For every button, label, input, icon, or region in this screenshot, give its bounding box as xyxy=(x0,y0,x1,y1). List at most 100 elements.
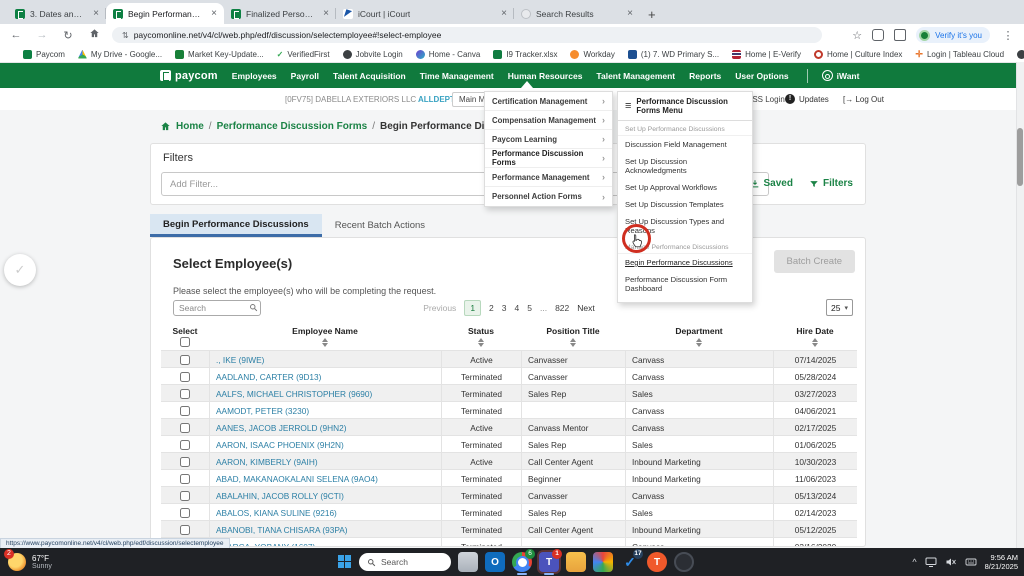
nav-item-human-resources[interactable]: Human Resources xyxy=(507,70,583,81)
home-icon[interactable] xyxy=(160,121,171,132)
updates-link[interactable]: ! Updates xyxy=(785,94,829,104)
menu-performance-discussion-forms[interactable]: Performance Discussion Forms › xyxy=(485,149,612,168)
weather-widget[interactable]: 2 67°F Sunny xyxy=(4,549,52,571)
pagination-page-5[interactable]: 5 xyxy=(527,303,532,313)
pagination-previous[interactable]: Previous xyxy=(423,303,457,313)
nav-item-talent-management[interactable]: Talent Management xyxy=(596,70,676,81)
bookmark-everify[interactable]: Home | E-Verify xyxy=(732,49,801,59)
volume-muted-icon[interactable] xyxy=(945,557,957,567)
tab-begin-performance-discussions[interactable]: Begin Performance Discussions xyxy=(150,214,322,237)
menu-personnel-action-forms[interactable]: Personnel Action Forms › xyxy=(485,187,612,206)
home-button[interactable] xyxy=(86,28,102,42)
menu-paycom-learning[interactable]: Paycom Learning › xyxy=(485,130,612,149)
bookmark-canva[interactable]: Home - Canva xyxy=(415,49,480,59)
pagination-page-1[interactable]: 1 xyxy=(464,300,482,316)
row-checkbox[interactable] xyxy=(180,439,190,450)
orange-t-app-icon[interactable]: T xyxy=(647,552,667,572)
tab-close-icon[interactable]: × xyxy=(627,8,633,19)
tab-close-icon[interactable]: × xyxy=(323,8,329,19)
row-checkbox[interactable] xyxy=(180,371,190,382)
employee-link[interactable]: ABALAHIN, JACOB ROLLY (9CTI) xyxy=(209,487,441,504)
nav-item-iwant[interactable]: iWant xyxy=(821,70,859,81)
submenu-discussion-field-management[interactable]: Discussion Field Management xyxy=(625,140,727,149)
pagination-page-3[interactable]: 3 xyxy=(501,303,507,313)
ess-login-link[interactable]: ESS Login xyxy=(747,94,785,104)
submenu-pdf-dashboard[interactable]: Performance Discussion Form Dashboard xyxy=(625,275,728,293)
taskbar-clock[interactable]: 9:56 AM 8/21/2025 xyxy=(985,553,1018,571)
browser-tab-dates-hr[interactable]: 3. Dates and HR × xyxy=(8,3,106,24)
forward-button[interactable]: → xyxy=(36,29,48,41)
nav-item-reports[interactable]: Reports xyxy=(689,70,722,81)
scrollbar-thumb[interactable] xyxy=(1017,128,1023,186)
bookmark-canvass-onboarding[interactable]: Canvass Onboarding xyxy=(1017,49,1024,59)
submenu-begin-performance-discussions[interactable]: Begin Performance Discussions xyxy=(625,258,733,267)
bookmark-drive[interactable]: My Drive - Google... xyxy=(77,49,162,59)
bookmark-tableau[interactable]: ✛ Login | Tableau Cloud xyxy=(915,48,1005,59)
bookmark-workday[interactable]: Workday xyxy=(570,49,615,59)
employee-link[interactable]: ABARCA, YOBANY (1607) xyxy=(209,538,441,546)
dark-circle-app-icon[interactable] xyxy=(674,552,694,572)
employee-link[interactable]: ABALOS, KIANA SULINE (9216) xyxy=(209,504,441,521)
extensions-icon[interactable] xyxy=(872,29,885,41)
row-checkbox[interactable] xyxy=(180,354,190,365)
employee-link[interactable]: AAMODT, PETER (3230) xyxy=(209,402,441,419)
pagination-page-2[interactable]: 2 xyxy=(489,303,494,313)
row-checkbox[interactable] xyxy=(180,473,190,484)
floating-check-button[interactable]: ✓ xyxy=(4,254,36,286)
site-connection-icon[interactable]: ⇅ xyxy=(122,30,129,40)
employee-search-input[interactable] xyxy=(173,300,261,316)
nav-item-employees[interactable]: Employees xyxy=(231,70,277,81)
sort-control[interactable] xyxy=(209,336,441,350)
row-checkbox[interactable] xyxy=(180,456,190,467)
log-out-link[interactable]: [→ Log Out xyxy=(843,94,884,104)
browser-tab-begin-performance[interactable]: Begin Performance Discussions × xyxy=(106,3,224,24)
menu-performance-management[interactable]: Performance Management › xyxy=(485,168,612,187)
paycom-logo[interactable]: paycom xyxy=(160,70,218,82)
row-checkbox[interactable] xyxy=(180,422,190,433)
employee-link[interactable]: ., IKE (9IWE) xyxy=(209,351,441,368)
bookmark-paycom[interactable]: Paycom xyxy=(23,49,65,59)
select-all-checkbox[interactable] xyxy=(180,337,190,347)
batch-create-button[interactable]: Batch Create xyxy=(773,250,855,273)
browser-tab-icourt[interactable]: iCourt | iCourt × xyxy=(336,3,514,24)
bookmark-i9-tracker[interactable]: I9 Tracker.xlsx xyxy=(493,49,557,59)
sort-control[interactable] xyxy=(521,336,625,350)
nav-item-payroll[interactable]: Payroll xyxy=(290,70,320,81)
menu-compensation-management[interactable]: Compensation Management › xyxy=(485,111,612,130)
file-explorer-icon[interactable] xyxy=(566,552,586,572)
new-tab-button[interactable]: + xyxy=(648,7,656,22)
tab-close-icon[interactable]: × xyxy=(211,8,217,19)
sort-control[interactable] xyxy=(773,336,857,350)
outlook-icon[interactable]: O xyxy=(485,552,505,572)
nav-item-user-options[interactable]: User Options xyxy=(735,70,789,81)
browser-menu-icon[interactable]: ⋮ xyxy=(1002,29,1014,42)
submenu-setup-templates[interactable]: Set Up Discussion Templates xyxy=(625,200,724,209)
breadcrumb-pdf[interactable]: Performance Discussion Forms xyxy=(216,121,368,132)
task-view-icon[interactable] xyxy=(458,552,478,572)
row-checkbox[interactable] xyxy=(180,507,190,518)
employee-link[interactable]: ABAD, MAKANAOKALANI SELENA (9AO4) xyxy=(209,470,441,487)
send-to-device-icon[interactable] xyxy=(894,29,907,41)
address-bar[interactable]: ⇅ paycomonline.net/v4/cl/web.php/edf/dis… xyxy=(112,27,822,43)
taskbar-search[interactable]: Search xyxy=(359,553,451,571)
row-checkbox[interactable] xyxy=(180,524,190,535)
keyboard-icon[interactable] xyxy=(965,557,977,567)
bookmark-jobvite[interactable]: Jobvite Login xyxy=(342,49,403,59)
employee-link[interactable]: AADLAND, CARTER (9D13) xyxy=(209,368,441,385)
browser-tab-search-results[interactable]: Search Results × xyxy=(514,3,640,24)
filters-button[interactable]: Filters xyxy=(809,178,853,189)
browser-tab-finalized-paf[interactable]: Finalized Personnel Action Form × xyxy=(224,3,336,24)
employee-link[interactable]: ABANOBI, TIANA CHISARA (93PA) xyxy=(209,521,441,538)
cast-monitor-icon[interactable] xyxy=(925,557,937,567)
employee-link[interactable]: AANES, JACOB JERROLD (9HN2) xyxy=(209,419,441,436)
tab-recent-batch-actions[interactable]: Recent Batch Actions xyxy=(334,220,426,231)
tray-chevron-icon[interactable]: ^ xyxy=(912,557,917,567)
row-checkbox[interactable] xyxy=(180,490,190,501)
row-checkbox[interactable] xyxy=(180,405,190,416)
bookmark-culture-index[interactable]: Home | Culture Index xyxy=(813,49,902,59)
tab-close-icon[interactable]: × xyxy=(93,8,99,19)
back-button[interactable]: ← xyxy=(10,29,22,41)
verify-profile-chip[interactable]: Verify it's you xyxy=(916,27,990,43)
alldepts-link[interactable]: ALLDEPTS xyxy=(418,94,461,104)
employee-link[interactable]: AALFS, MICHAEL CHRISTOPHER (9690) xyxy=(209,385,441,402)
